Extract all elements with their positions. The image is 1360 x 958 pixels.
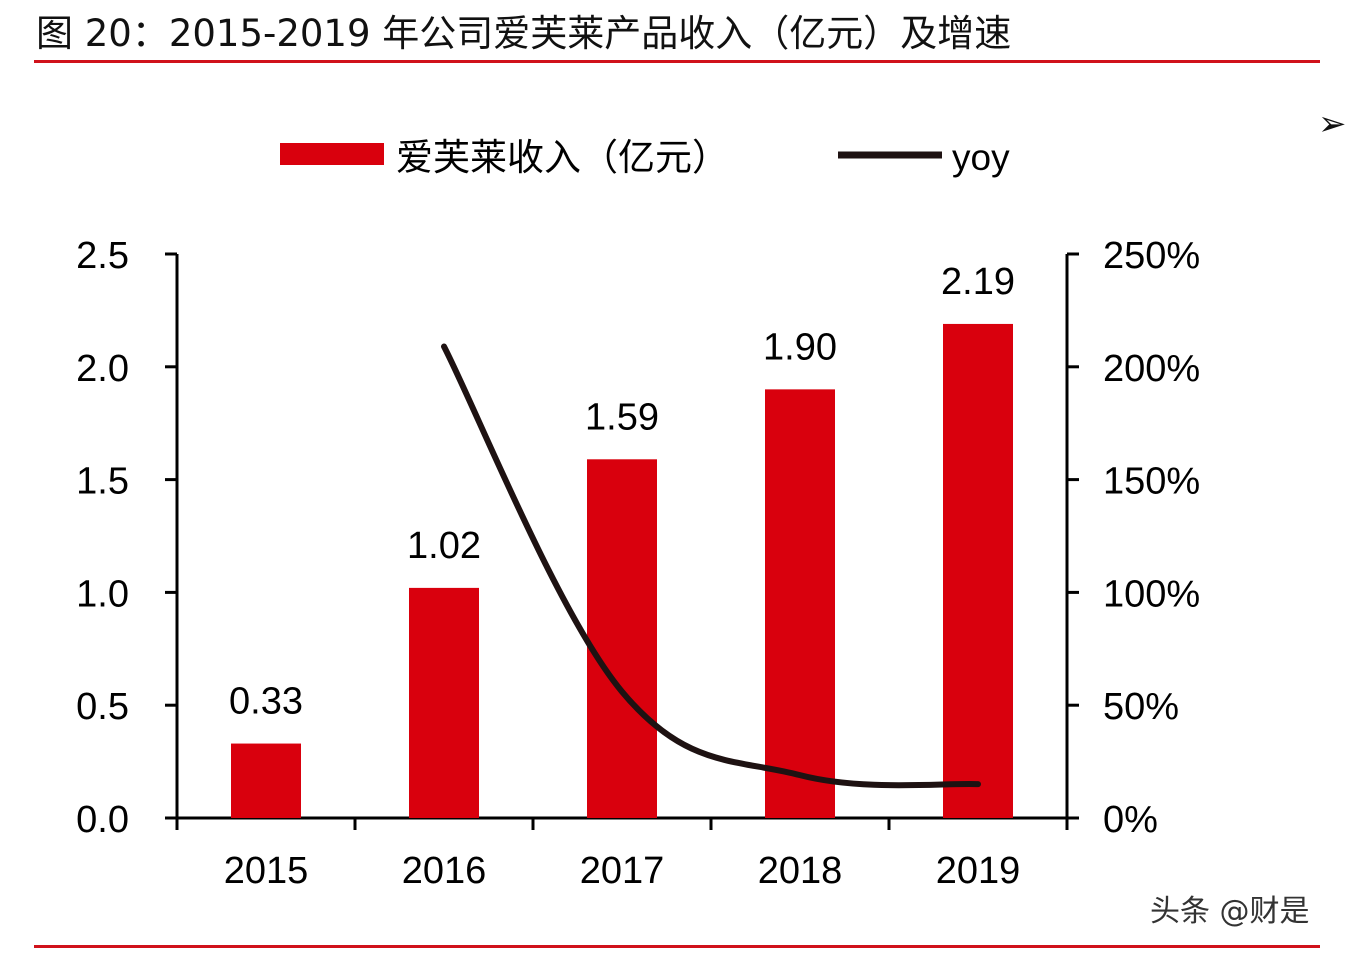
right-y-tick-label: 0% <box>1103 799 1158 841</box>
bar-value-label: 2.19 <box>941 261 1015 303</box>
yoy-line-group <box>441 343 981 789</box>
left-y-tick-label: 0.5 <box>76 686 129 728</box>
bar <box>765 389 835 818</box>
bar-value-label: 0.33 <box>229 681 303 723</box>
footer-divider <box>34 945 1320 948</box>
bars <box>231 323 1013 818</box>
watermark: 头条 @财是 <box>1150 894 1310 929</box>
left-y-tick-label: 2.0 <box>76 348 129 390</box>
x-tick-label: 2015 <box>224 850 309 892</box>
x-tick-label: 2016 <box>402 850 487 892</box>
legend-label-yoy: yoy <box>952 137 1010 178</box>
arrow-bullet-icon: ➢ <box>1318 104 1347 144</box>
right-y-tick-label: 100% <box>1103 573 1200 615</box>
title-divider <box>34 60 1320 63</box>
bar <box>231 743 301 818</box>
left-y-tick-label: 2.5 <box>76 235 129 277</box>
figure-title: 图 20：2015-2019 年公司爱芙莱产品收入（亿元）及增速 <box>36 12 1012 55</box>
right-y-tick-label: 250% <box>1103 235 1200 277</box>
bar-value-label: 1.59 <box>585 396 659 438</box>
right-y-tick-label: 200% <box>1103 348 1200 390</box>
axes: 0.0 0.5 1.0 1.5 2.0 2.5 0% 50% 100% 150% 200% 250% 2… <box>76 235 1200 892</box>
x-tick-label: 2018 <box>758 850 843 892</box>
bar <box>587 459 657 818</box>
left-y-tick-label: 1.0 <box>76 573 129 615</box>
x-tick-label: 2017 <box>580 850 665 892</box>
bar-value-label: 1.02 <box>407 525 481 567</box>
x-tick-label: 2019 <box>936 850 1021 892</box>
bar-value-label: 1.90 <box>763 326 837 368</box>
legend: 爱芙莱收入（亿元） yoy <box>280 137 1010 178</box>
legend-swatch-revenue <box>280 143 384 165</box>
right-y-tick-label: 150% <box>1103 461 1200 503</box>
bar <box>409 587 479 818</box>
bar <box>943 323 1013 818</box>
left-y-tick-label: 1.5 <box>76 461 129 503</box>
right-y-tick-label: 50% <box>1103 686 1179 728</box>
yoy-line <box>441 343 981 789</box>
left-y-tick-label: 0.0 <box>76 799 129 841</box>
bar-labels: 0.33 1.02 1.59 1.90 2.19 <box>229 261 1015 723</box>
legend-label-revenue: 爱芙莱收入（亿元） <box>396 137 729 178</box>
